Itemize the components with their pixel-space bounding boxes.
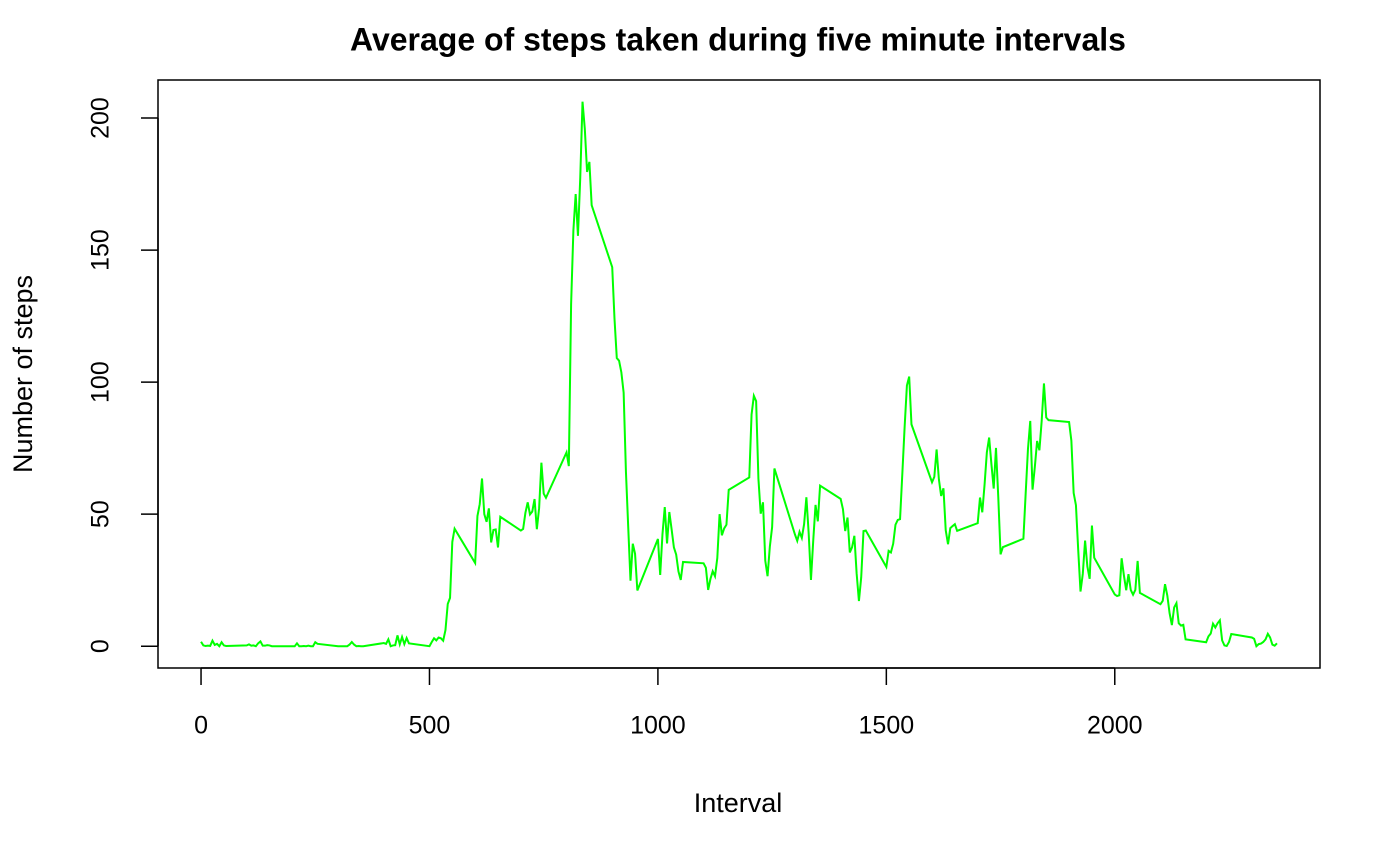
x-tick-label: 1500 — [859, 712, 915, 740]
x-axis-label: Interval — [694, 788, 783, 818]
x-tick-label: 1000 — [630, 712, 686, 740]
plot-box — [157, 79, 1321, 669]
y-axis-label: Number of steps — [8, 275, 38, 473]
y-tick-label: 50 — [87, 500, 115, 528]
y-tick-label: 0 — [87, 639, 115, 653]
y-tick-label: 100 — [87, 361, 115, 403]
chart-title: Average of steps taken during five minut… — [350, 21, 1126, 57]
x-tick-label: 0 — [194, 712, 208, 740]
y-tick-label: 200 — [87, 97, 115, 139]
data-line — [200, 101, 1278, 649]
x-tick-label: 500 — [409, 712, 451, 740]
x-tick-label: 2000 — [1087, 712, 1143, 740]
y-tick-label: 150 — [87, 229, 115, 271]
